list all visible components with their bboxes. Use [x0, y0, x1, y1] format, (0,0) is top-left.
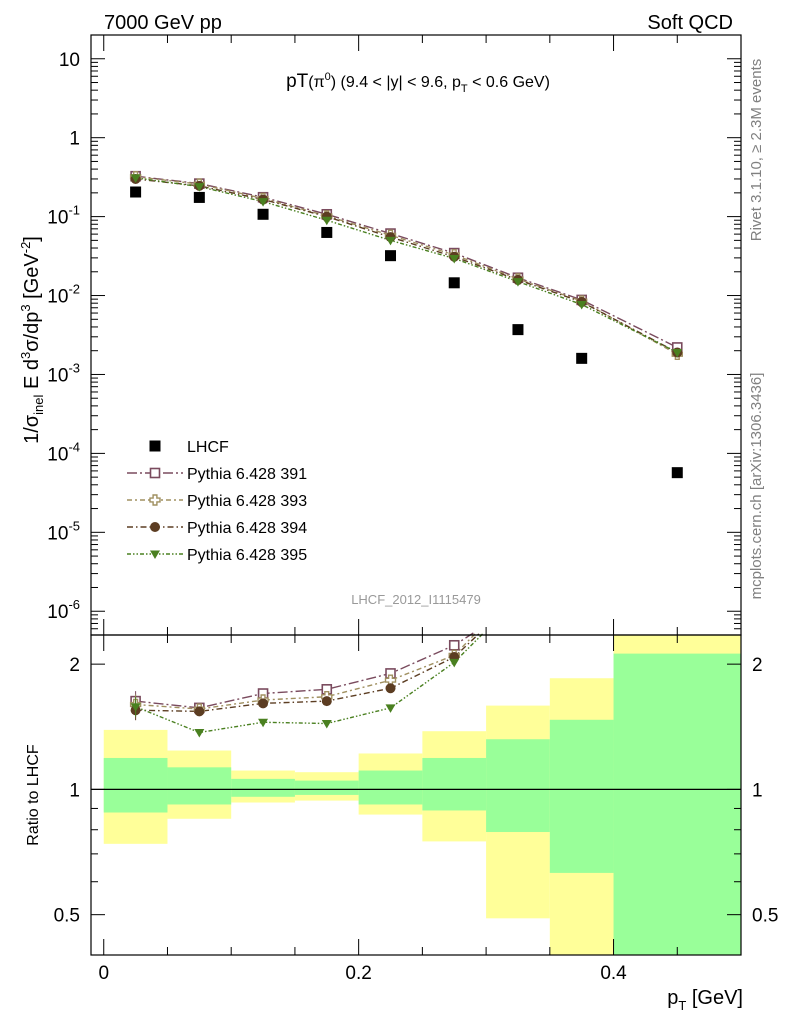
main-line-p393 — [135, 176, 678, 355]
legend-marker-data — [149, 440, 161, 452]
ratio-point-p394 — [194, 706, 205, 717]
ratio-uncertainty-bands — [91, 635, 741, 955]
ratio-point-p395 — [194, 729, 205, 738]
ratio-point-p394 — [258, 698, 269, 709]
legend-marker-p393 — [149, 494, 161, 506]
main-y-ticks: 10 1 10-1 10-2 10-3 10-4 10-5 10-6 — [47, 34, 741, 636]
main-point-p395 — [512, 278, 523, 287]
main-point-p395 — [449, 254, 460, 264]
legend-label-p394: Pythia 6.428 394 — [187, 520, 307, 537]
legend-label-p391: Pythia 6.428 391 — [187, 466, 307, 483]
main-point-data — [257, 208, 269, 220]
main-line-p394 — [135, 178, 678, 354]
main-line-p395 — [135, 177, 678, 354]
legend: LHCF Pythia 6.428 391 Pythia 6.428 393 Pyth… — [127, 439, 307, 564]
main-y-tick-label: 1 — [69, 129, 80, 150]
ratio-y-tick-label-right: 2 — [752, 655, 763, 676]
analysis-id-label: LHCF_2012_I1115479 — [351, 592, 481, 607]
mcplots-reference-label: mcplots.cern.ch [arXiv:1306.3436] — [748, 373, 765, 600]
ratio-y-tick-label-left: 2 — [69, 655, 80, 676]
band-green-bin-7 — [549, 719, 614, 873]
ratio-y-tick-label-right: 1 — [752, 780, 763, 801]
ratio-point-p395 — [321, 720, 332, 729]
band-green-bin-0 — [103, 757, 168, 813]
ratio-point-p395 — [449, 658, 460, 668]
main-point-p395 — [576, 300, 587, 310]
ratio-y-tick-label-right: 0.5 — [752, 906, 778, 927]
main-line-p391 — [135, 175, 678, 349]
main-point-p395 — [130, 174, 141, 183]
ratio-point-p395 — [385, 704, 396, 713]
category-label: Soft QCD — [647, 12, 733, 34]
ratio-series — [129, 632, 485, 738]
ratio-y-tick-label-left: 0.5 — [54, 906, 80, 927]
x-axis-title: pT [GeV] — [667, 987, 743, 1013]
x-ticks: 0 0.2 0.4 — [98, 35, 742, 984]
legend-marker-p391 — [149, 467, 161, 479]
band-green-bin-1 — [167, 767, 232, 805]
main-y-tick-label: 10 — [59, 50, 80, 71]
ratio-line-p391 — [135, 632, 474, 709]
ratio-line-p393 — [135, 632, 477, 710]
ratio-line-p395 — [135, 632, 485, 734]
x-tick-label: 0 — [98, 963, 109, 984]
main-point-data — [385, 250, 397, 262]
main-point-p395 — [194, 183, 205, 192]
main-point-p395 — [672, 348, 683, 358]
rivet-version-label: Rivet 3.1.10, ≥ 2.3M events — [748, 59, 765, 242]
legend-label-p395: Pythia 6.428 395 — [187, 547, 307, 564]
ratio-point-p394 — [385, 683, 396, 694]
ratio-y-axis-title: Ratio to LHCF — [25, 744, 42, 846]
main-y-tick-label: 10-6 — [47, 597, 80, 623]
main-y-tick-label: 10-2 — [47, 282, 80, 308]
energy-label: 7000 GeV pp — [104, 12, 222, 34]
ratio-point-p395 — [258, 718, 269, 728]
main-point-data — [448, 277, 460, 289]
ratio-point-p394 — [321, 696, 332, 707]
main-point-data — [130, 186, 142, 198]
ratio-y-ticks: 0.5 0.5 1 1 2 2 — [54, 655, 779, 927]
main-point-p395 — [258, 198, 269, 207]
band-green-bin-5 — [422, 757, 487, 811]
main-point-data — [671, 467, 683, 479]
main-y-tick-label: 10-4 — [47, 439, 80, 465]
main-point-data — [512, 324, 524, 336]
band-green-bin-4 — [358, 770, 423, 805]
main-y-tick-label: 10-5 — [47, 518, 80, 544]
legend-label-p393: Pythia 6.428 393 — [187, 493, 307, 510]
ratio-point-p395 — [130, 703, 141, 712]
band-green-bin-2 — [231, 778, 295, 797]
main-point-p395 — [385, 236, 396, 246]
x-tick-label: 0.2 — [345, 963, 371, 984]
plot-title: pT(π0) (9.4 < |y| < 9.6, pT < 0.6 GeV) — [286, 71, 550, 95]
main-point-data — [321, 226, 333, 238]
main-point-data — [576, 352, 588, 364]
x-tick-label: 0.4 — [600, 963, 627, 984]
legend-marker-p395 — [150, 550, 160, 559]
main-y-tick-label: 10-3 — [47, 360, 80, 386]
main-point-data — [193, 191, 205, 203]
band-green-bin-6 — [486, 739, 550, 833]
main-series — [129, 170, 683, 479]
main-point-p395 — [321, 216, 332, 226]
ratio-panel-frame — [90, 634, 742, 956]
legend-label-data: LHCF — [187, 439, 229, 456]
ratio-y-tick-label-left: 1 — [69, 780, 80, 801]
legend-marker-p394 — [150, 522, 160, 532]
main-y-axis-title: 1/σinel E d3σ/dp3 [GeV-2] — [18, 236, 46, 444]
band-green-bin-3 — [294, 780, 359, 795]
band-green-bin-8 — [613, 653, 741, 955]
ratio-line-p394 — [135, 632, 481, 713]
ratio-point-p391 — [448, 639, 460, 651]
main-y-tick-label: 10-1 — [47, 203, 80, 229]
